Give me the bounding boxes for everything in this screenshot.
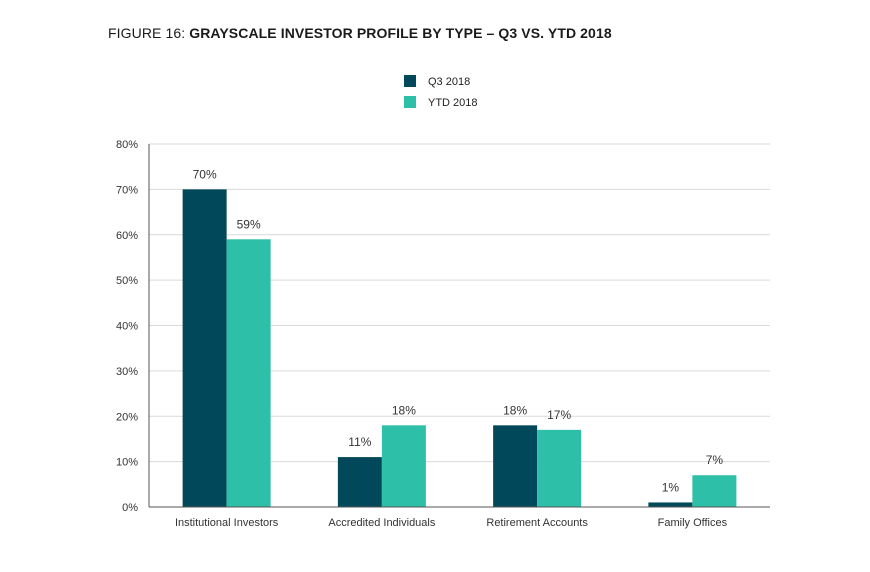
legend-swatch-q3 [404, 75, 416, 87]
category-label: Family Offices [658, 517, 728, 529]
data-label: 17% [547, 408, 571, 422]
bar-q3 [182, 189, 227, 507]
y-tick-label: 20% [116, 411, 138, 423]
bar-ytd [692, 475, 737, 507]
legend: Q3 2018 YTD 2018 [404, 75, 478, 109]
data-label: 70% [193, 167, 217, 181]
legend-swatch-ytd [404, 96, 416, 108]
data-label: 1% [662, 480, 680, 494]
y-tick-label: 70% [116, 184, 138, 196]
data-label: 11% [348, 435, 371, 449]
data-labels: 70% 59% 11% 18% 18% 17% 1% 7% [193, 167, 724, 494]
bar-ytd [537, 429, 582, 507]
data-label: 18% [392, 403, 416, 417]
title-prefix: FIGURE 16: [108, 25, 190, 41]
data-label: 59% [237, 217, 261, 231]
y-tick-label: 80% [116, 139, 138, 151]
legend-label: YTD 2018 [428, 97, 478, 109]
data-label: 18% [503, 403, 527, 417]
bar-q3 [648, 502, 693, 507]
bars [182, 189, 737, 507]
category-label: Accredited Individuals [328, 517, 436, 529]
bar-q3 [493, 425, 538, 507]
y-axis-ticks: 0% 10% 20% 30% 40% 50% 60% 70% 80% [116, 139, 138, 514]
y-tick-label: 10% [116, 457, 138, 469]
category-label: Retirement Accounts [486, 517, 588, 529]
category-label: Institutional Investors [175, 517, 279, 529]
bar-q3 [337, 457, 382, 507]
y-tick-label: 30% [116, 366, 138, 378]
chart-title: FIGURE 16: GRAYSCALE INVESTOR PROFILE BY… [108, 25, 612, 41]
y-tick-label: 60% [116, 230, 138, 242]
axes [148, 144, 770, 508]
y-tick-label: 40% [116, 321, 138, 333]
y-tick-label: 0% [122, 502, 138, 514]
bar-ytd [381, 425, 426, 507]
title-main: GRAYSCALE INVESTOR PROFILE BY TYPE – Q3 … [189, 25, 612, 41]
category-labels: Institutional Investors Accredited Indivi… [175, 517, 728, 529]
data-label: 7% [706, 453, 724, 467]
y-tick-label: 50% [116, 275, 138, 287]
legend-label: Q3 2018 [428, 76, 470, 88]
bar-ytd [226, 239, 271, 507]
